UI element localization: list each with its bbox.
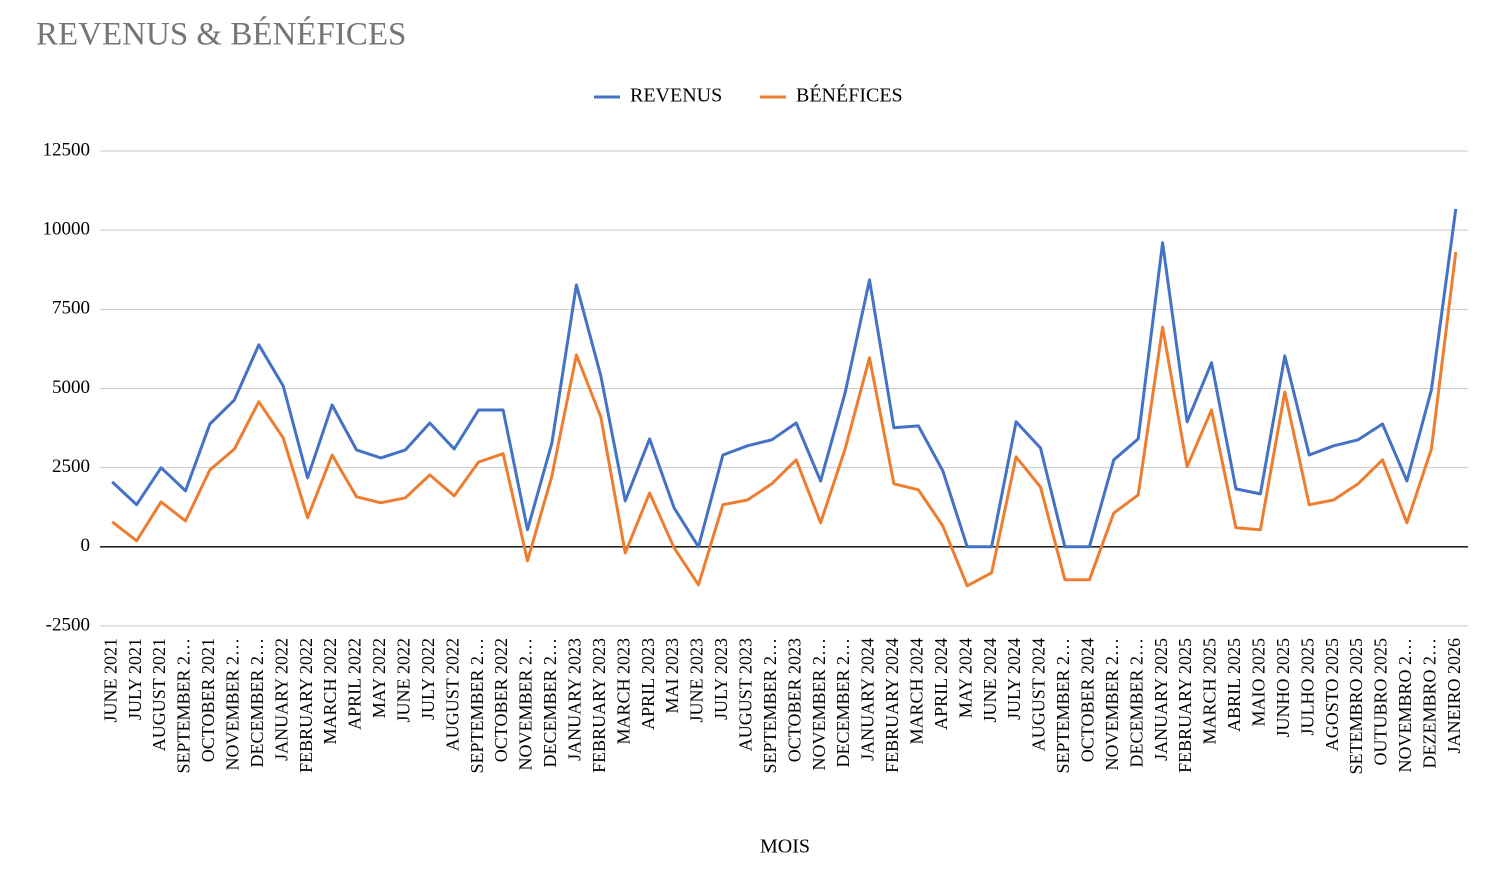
x-tick-label: MARCH 2025 (1200, 638, 1220, 745)
x-tick-label: DEZEMBRO 2… (1419, 638, 1439, 769)
x-tick-label: OCTOBER 2023 (784, 638, 804, 762)
x-tick-label: NOVEMBER 2… (809, 638, 829, 771)
x-tick-label: FEBRUARY 2022 (296, 638, 316, 773)
x-tick-label: MAI 2023 (662, 638, 682, 714)
x-tick-label: MARCH 2022 (320, 638, 340, 745)
x-tick-label: JANEIRO 2026 (1444, 638, 1464, 754)
x-tick-label: JULY 2022 (418, 638, 438, 720)
x-tick-label: OUTUBRO 2025 (1371, 638, 1391, 766)
x-tick-label: APRIL 2024 (931, 638, 951, 730)
x-tick-label: JULY 2024 (1004, 638, 1024, 720)
x-tick-label: NOVEMBER 2… (1102, 638, 1122, 771)
x-tick-label: FEBRUARY 2023 (589, 638, 609, 773)
x-tick-label: AUGUST 2021 (149, 638, 169, 751)
y-tick-label: 0 (81, 535, 91, 556)
y-tick-label: 5000 (52, 377, 90, 398)
x-tick-label: SEPTEMBER 2… (1053, 638, 1073, 774)
x-tick-label: DECEMBER 2… (540, 638, 560, 768)
x-tick-label: SEPTEMBER 2… (760, 638, 780, 774)
x-axis-label: MOIS (760, 836, 810, 858)
x-tick-label: AGOSTO 2025 (1322, 638, 1342, 751)
x-tick-label: APRIL 2023 (638, 638, 658, 730)
x-tick-label: MAY 2022 (369, 638, 389, 718)
x-tick-label: MARCH 2024 (906, 638, 926, 745)
x-tick-label: JUNE 2024 (980, 638, 1000, 723)
x-tick-label: ABRIL 2025 (1224, 638, 1244, 732)
x-tick-label: JUNHO 2025 (1273, 638, 1293, 738)
x-tick-label: AUGUST 2023 (735, 638, 755, 751)
x-tick-label: JULY 2021 (125, 638, 145, 720)
x-tick-label: OCTOBER 2021 (198, 638, 218, 762)
x-tick-label: JUNE 2021 (100, 638, 120, 723)
y-tick-label: 2500 (52, 456, 90, 477)
y-tick-label: 12500 (43, 139, 91, 160)
x-tick-label: AUGUST 2024 (1029, 638, 1049, 751)
x-tick-label: JUNE 2023 (687, 638, 707, 723)
x-tick-label: DECEMBER 2… (833, 638, 853, 768)
x-tick-label: SEPTEMBER 2… (467, 638, 487, 774)
x-tick-label: MAY 2024 (955, 638, 975, 718)
y-tick-label: -2500 (46, 614, 90, 635)
x-tick-label: SETEMBRO 2025 (1346, 638, 1366, 775)
series-line (111, 208, 1458, 549)
x-tick-label: JULHO 2025 (1297, 638, 1317, 736)
x-tick-label: JANUARY 2025 (1151, 638, 1171, 761)
x-tick-label: DECEMBER 2… (1126, 638, 1146, 768)
x-tick-label: JUNE 2022 (393, 638, 413, 723)
chart-title: REVENUS & BÉNÉFICES (36, 16, 406, 53)
series-line (111, 251, 1458, 588)
legend-label: REVENUS (630, 85, 722, 107)
x-tick-label: NOVEMBRO 2… (1395, 638, 1415, 773)
x-tick-label: MARCH 2023 (613, 638, 633, 745)
x-tick-label: JULY 2023 (711, 638, 731, 720)
x-tick-label: MAIO 2025 (1248, 638, 1268, 727)
x-tick-label: OCTOBER 2024 (1077, 638, 1097, 762)
x-tick-label: NOVEMBER 2… (516, 638, 536, 771)
x-tick-label: FEBRUARY 2025 (1175, 638, 1195, 773)
x-tick-label: APRIL 2022 (345, 638, 365, 730)
x-tick-label: JANUARY 2024 (858, 638, 878, 761)
x-tick-label: AUGUST 2022 (442, 638, 462, 751)
y-tick-label: 7500 (52, 298, 90, 319)
x-tick-label: DECEMBER 2… (247, 638, 267, 768)
x-tick-label: SEPTEMBER 2… (174, 638, 194, 774)
x-tick-label: OCTOBER 2022 (491, 638, 511, 762)
x-tick-label: JANUARY 2023 (564, 638, 584, 761)
x-tick-label: JANUARY 2022 (271, 638, 291, 761)
y-tick-label: 10000 (43, 219, 91, 240)
x-tick-label: FEBRUARY 2024 (882, 638, 902, 773)
x-tick-label: NOVEMBER 2… (222, 638, 242, 771)
legend-label: BÉNÉFICES (796, 84, 903, 107)
